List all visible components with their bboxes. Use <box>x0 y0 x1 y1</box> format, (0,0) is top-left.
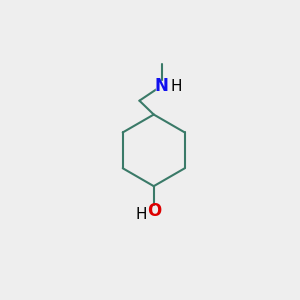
Text: O: O <box>147 202 161 220</box>
Bar <box>148 206 160 216</box>
Text: N: N <box>155 77 169 95</box>
Text: H: H <box>135 207 147 222</box>
Text: H: H <box>171 79 182 94</box>
Bar <box>156 81 168 91</box>
